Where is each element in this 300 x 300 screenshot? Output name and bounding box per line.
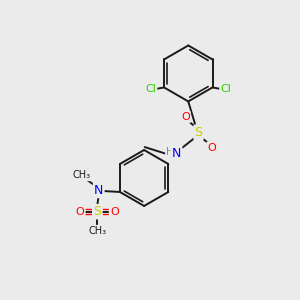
Text: O: O [76, 207, 85, 217]
Text: N: N [94, 184, 104, 197]
Text: O: O [181, 112, 190, 122]
Text: Cl: Cl [220, 84, 231, 94]
Text: O: O [110, 207, 119, 217]
Text: CH₃: CH₃ [73, 170, 91, 180]
Text: CH₃: CH₃ [88, 226, 106, 236]
Text: Cl: Cl [146, 84, 156, 94]
Text: N: N [172, 147, 181, 160]
Text: O: O [208, 142, 216, 153]
Text: S: S [195, 126, 203, 139]
Text: H: H [166, 147, 174, 157]
Text: S: S [93, 205, 101, 218]
